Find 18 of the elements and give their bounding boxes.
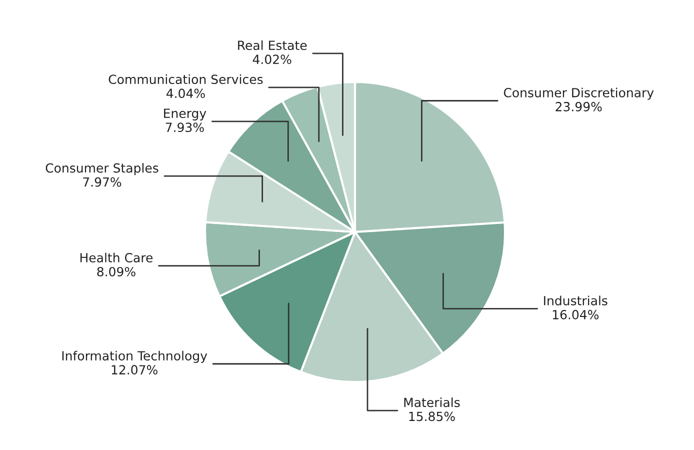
data-label: 4.04% (166, 88, 205, 98)
slice-label: Industrials (544, 296, 608, 306)
slice-label: Energy (164, 108, 206, 120)
data-label: 7.97% (83, 177, 122, 187)
data-label: 23.99% (556, 102, 602, 112)
slice-label: Health Care (80, 252, 153, 262)
data-label: 7.93% (166, 122, 204, 132)
data-label: 15.85% (409, 412, 455, 422)
slice-label: Information Technology (62, 350, 208, 363)
data-label: 16.04% (552, 310, 599, 320)
slice-label: Consumer Discretionary (504, 88, 654, 100)
slice-label: Consumer Staples (46, 163, 158, 176)
data-label: 8.09% (97, 266, 136, 276)
slice-label: Materials (404, 397, 460, 408)
data-label: 4.02% (252, 54, 292, 64)
data-label: 12.07% (112, 365, 158, 374)
slice-label: Real Estate (238, 40, 307, 50)
slice-label: Communication Services (108, 74, 263, 84)
